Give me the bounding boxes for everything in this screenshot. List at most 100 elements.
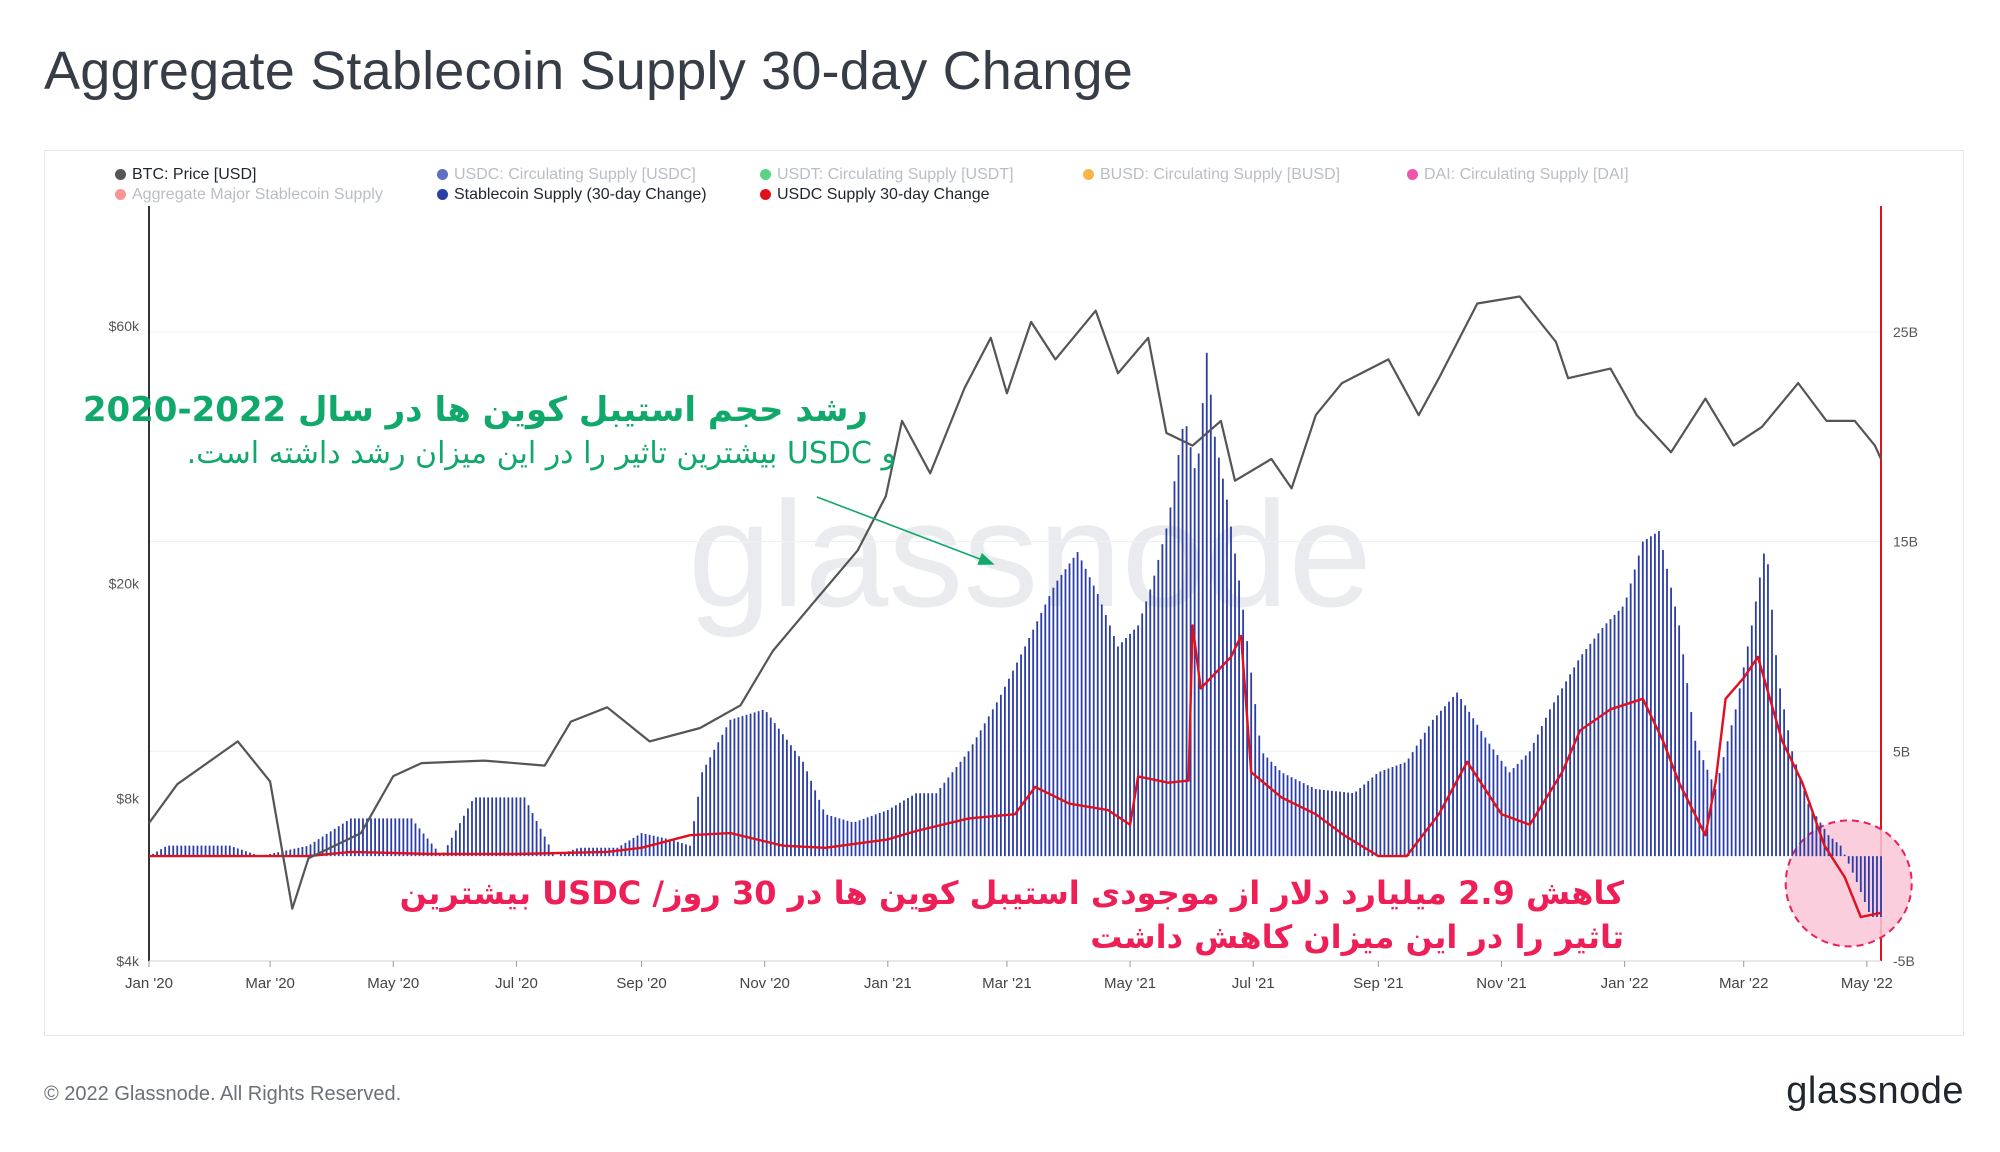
bar: [1597, 633, 1600, 857]
bar: [1746, 646, 1749, 857]
bar: [644, 833, 647, 857]
bar: [1391, 767, 1394, 857]
bar: [475, 797, 477, 857]
bar: [713, 749, 716, 857]
bar: [1117, 646, 1119, 857]
bar: [1355, 791, 1358, 857]
bar: [1351, 793, 1354, 857]
legend-dot-icon: [115, 169, 126, 180]
annotation-growth-title: رشد حجم استیبل کوین ها در سال 2022-2020: [82, 390, 868, 430]
bar: [1488, 743, 1491, 857]
bar: [559, 854, 562, 857]
bar: [947, 777, 950, 857]
left-tick-label: $60k: [109, 318, 140, 334]
bar: [204, 845, 207, 857]
legend-item[interactable]: USDC Supply 30-day Change: [760, 186, 990, 204]
bar: [1153, 575, 1156, 857]
bar: [1310, 787, 1313, 857]
bar: [156, 851, 158, 857]
right-tick-label: 15B: [1893, 534, 1918, 550]
bar: [1742, 667, 1745, 857]
bar: [325, 833, 328, 857]
bar: [1169, 507, 1172, 857]
bar: [1593, 638, 1596, 857]
legend-item[interactable]: USDT: Circulating Supply [USDT]: [760, 166, 1014, 184]
bar: [422, 833, 425, 857]
bar: [1855, 856, 1858, 883]
bar: [1230, 526, 1232, 857]
bar: [1258, 735, 1261, 857]
legend-item[interactable]: BTC: Price [USD]: [115, 166, 256, 184]
bar: [1052, 587, 1055, 857]
bar: [1654, 533, 1656, 857]
bar: [1867, 856, 1870, 912]
bar: [1226, 499, 1228, 857]
bar: [975, 737, 978, 857]
annotation-growth-subtitle: و USDC بیشترین تاثیر را در این میزان رشد…: [186, 436, 896, 471]
bar: [830, 815, 833, 857]
left-tick-label: $20k: [109, 576, 140, 592]
bar: [1068, 563, 1071, 857]
bar: [1440, 710, 1442, 857]
bar: [366, 818, 368, 857]
bar: [212, 845, 215, 857]
legend-item[interactable]: Aggregate Major Stablecoin Supply: [115, 186, 383, 204]
bar: [1581, 654, 1584, 857]
annotation-drop-line-1: کاهش 2.9 میلیارد دلار از موجودی استیبل ک…: [399, 874, 1624, 912]
legend-item[interactable]: Stablecoin Supply (30-day Change): [437, 186, 707, 204]
bar: [1205, 352, 1208, 857]
bar: [814, 790, 817, 857]
left-tick-label: $8k: [116, 790, 140, 806]
bar: [479, 797, 481, 857]
bar: [1476, 724, 1479, 857]
legend-item[interactable]: DAI: Circulating Supply [DAI]: [1407, 166, 1629, 184]
bar: [1835, 842, 1838, 857]
bar: [1468, 711, 1471, 857]
bar: [1238, 580, 1240, 857]
bar: [317, 839, 320, 857]
bar: [878, 812, 881, 857]
legend-item[interactable]: BUSD: Circulating Supply [BUSD]: [1083, 166, 1340, 184]
footer-logo[interactable]: glassnode: [1786, 1070, 1964, 1112]
bar: [1306, 785, 1309, 857]
bar: [1714, 789, 1717, 857]
bar: [1528, 751, 1531, 857]
bar: [1189, 447, 1192, 857]
bar: [1783, 709, 1786, 857]
bar: [543, 836, 546, 857]
bar: [1419, 739, 1422, 857]
bar: [870, 815, 873, 857]
bar: [1302, 783, 1305, 857]
bar: [632, 837, 635, 857]
legend-item[interactable]: USDC: Circulating Supply [USDC]: [437, 166, 696, 184]
x-tick-label: Sep '20: [616, 975, 666, 992]
bar: [681, 843, 683, 857]
bar: [640, 833, 643, 857]
bar: [1791, 751, 1794, 857]
bar: [1108, 625, 1111, 857]
bar: [527, 805, 530, 857]
x-tick-label: Jul '20: [495, 975, 538, 992]
bar: [882, 811, 885, 857]
bar-series: [152, 352, 1882, 917]
bar: [1262, 753, 1265, 857]
bar: [717, 742, 720, 857]
bar: [1444, 706, 1446, 857]
bar: [781, 734, 784, 857]
bar: [979, 730, 982, 857]
legend-label: BTC: Price [USD]: [132, 166, 257, 183]
x-tick-label: Jan '20: [125, 975, 173, 992]
bar: [1545, 717, 1547, 857]
bar: [1460, 698, 1463, 857]
bar: [1827, 835, 1830, 857]
bar: [414, 823, 417, 857]
bar: [406, 818, 409, 857]
bar: [1266, 757, 1269, 857]
bar: [1601, 628, 1604, 857]
bar: [313, 841, 316, 857]
bar: [846, 820, 849, 857]
bar: [1831, 838, 1834, 857]
bar: [232, 847, 235, 857]
bar: [1472, 718, 1475, 857]
bar: [1234, 553, 1236, 857]
